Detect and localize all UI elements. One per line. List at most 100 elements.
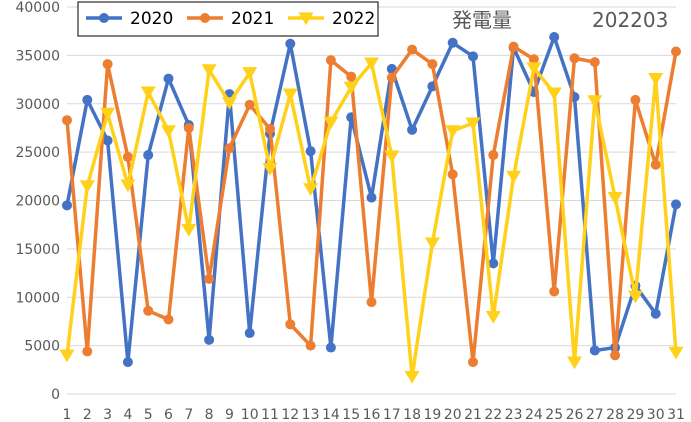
series-2020 (62, 31, 681, 368)
data-point-2020 (143, 150, 154, 161)
data-point-2021 (265, 123, 275, 134)
data-point-2022 (668, 346, 684, 360)
x-tick-label: 8 (205, 407, 214, 422)
data-point-2020 (407, 124, 418, 135)
data-point-2020 (244, 328, 255, 339)
x-tick-label: 26 (566, 407, 584, 422)
data-point-2022 (140, 86, 156, 100)
data-point-2022 (424, 237, 440, 251)
data-point-2022 (282, 88, 298, 102)
data-point-2021 (630, 94, 641, 105)
data-point-2020 (102, 135, 113, 146)
data-point-2021 (366, 297, 377, 308)
data-point-2022 (445, 125, 461, 138)
data-point-2022 (323, 116, 339, 130)
legend-label-2020: 2020 (130, 9, 173, 29)
x-tick-label: 15 (342, 407, 360, 422)
data-point-2022 (607, 191, 623, 205)
data-point-2022 (59, 349, 75, 363)
x-tick-label: 10 (241, 407, 259, 422)
data-point-2020 (447, 37, 458, 48)
series-2022 (59, 57, 684, 384)
data-point-2020 (589, 345, 600, 356)
x-tick-label: 1 (63, 407, 72, 422)
chart-subtitle: 202203 (592, 8, 668, 32)
data-point-2020 (366, 192, 377, 203)
x-tick-label: 5 (144, 407, 153, 422)
data-point-2020 (468, 51, 478, 62)
data-point-2022 (242, 67, 258, 80)
x-tick-label: 28 (606, 407, 624, 422)
data-point-2021 (650, 159, 661, 170)
data-point-2020 (549, 31, 560, 42)
chart-title: 発電量 (452, 8, 512, 32)
x-tick-label: 3 (103, 407, 112, 422)
data-point-2022 (567, 356, 582, 370)
y-axis: 0 5000 10000 15000 20000 25000 30000 35000 40000 (15, 0, 60, 403)
data-point-2020 (82, 94, 93, 105)
data-point-2022 (465, 117, 481, 131)
x-tick-label: 24 (525, 407, 543, 422)
y-tick-label: 30000 (15, 97, 60, 113)
data-point-2022 (485, 310, 501, 324)
data-point-2020 (163, 73, 174, 84)
x-tick-label: 11 (261, 407, 279, 422)
y-tick-label: 20000 (15, 194, 60, 210)
data-point-2022 (343, 81, 359, 95)
x-tick-label: 19 (423, 407, 441, 422)
data-point-2021 (468, 357, 478, 368)
data-point-2021 (325, 55, 336, 66)
data-point-2021 (204, 273, 215, 284)
data-point-2021 (549, 286, 560, 297)
series-2021 (62, 41, 681, 368)
data-point-2021 (508, 41, 519, 52)
legend-marker-2022 (298, 12, 314, 26)
x-tick-label: 6 (164, 407, 173, 422)
data-point-2021 (569, 53, 580, 64)
data-point-2022 (364, 57, 379, 71)
data-point-2021 (305, 340, 316, 351)
data-point-2020 (285, 38, 296, 49)
x-tick-label: 22 (484, 407, 502, 422)
data-point-2021 (82, 346, 93, 357)
x-tick-label: 29 (626, 407, 644, 422)
x-tick-label: 23 (505, 407, 523, 422)
legend-label-2022: 2022 (332, 9, 375, 29)
legend-box (77, 1, 379, 37)
data-point-2021 (285, 319, 296, 330)
data-point-2021 (346, 71, 357, 82)
x-tick-label: 2 (83, 407, 92, 422)
data-point-2020 (122, 357, 133, 368)
data-point-2021 (122, 151, 133, 162)
data-point-2022 (648, 72, 664, 86)
data-point-2022 (627, 290, 643, 304)
data-point-2022 (262, 162, 278, 176)
data-point-2020 (325, 342, 336, 353)
data-point-2021 (407, 44, 418, 55)
y-tick-label: 10000 (15, 290, 60, 306)
data-point-2022 (79, 180, 95, 194)
x-tick-label: 7 (184, 407, 193, 422)
data-point-2022 (546, 87, 562, 101)
data-point-2021 (427, 59, 438, 70)
data-point-2021 (224, 143, 235, 154)
series-layer (59, 31, 684, 384)
data-point-2021 (447, 169, 458, 180)
data-point-2022 (161, 125, 176, 138)
x-tick-label: 16 (363, 407, 381, 422)
x-tick-label: 18 (403, 407, 421, 422)
data-point-2020 (305, 146, 316, 157)
data-point-2022 (181, 223, 197, 237)
data-point-2022 (404, 370, 420, 384)
x-axis: 1 2 3 4 5 6 7 8 9 10 11 12 13 14 15 16 17 18 19 20 21 22 23 24 2… (63, 407, 685, 422)
y-tick-label: 25000 (15, 145, 60, 161)
data-point-2022 (587, 95, 603, 108)
data-point-2022 (506, 170, 522, 184)
legend-marker-2020 (99, 13, 109, 23)
x-tick-label: 31 (667, 407, 685, 422)
x-tick-label: 25 (545, 407, 563, 422)
x-tick-label: 27 (586, 407, 604, 422)
legend-marker-2021 (200, 13, 210, 23)
data-point-2020 (650, 308, 661, 319)
